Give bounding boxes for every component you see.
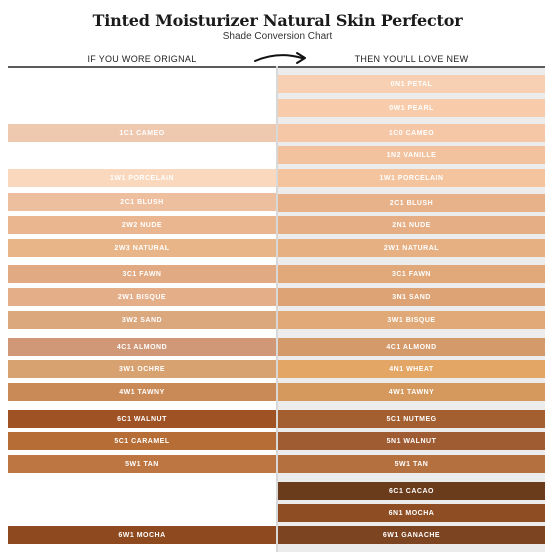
shade-label: 1C0 CAMEO (388, 129, 435, 137)
shade-label: 1N2 VANILLE (386, 151, 437, 159)
original-shade-swatch: 4W1 TAWNY (8, 383, 276, 401)
shade-label: 5C1 NUTMEG (386, 415, 437, 423)
new-shade-swatch: 3N1 SAND (278, 288, 545, 306)
original-shade-swatch: 4C1 ALMOND (8, 338, 276, 356)
original-shades-column: 1C1 CAMEO 1W1 PORCELAIN 2C1 BLUSH 2W2 NUDE 2… (8, 66, 276, 552)
shade-label: 5W1 TAN (125, 460, 159, 468)
shade-label: 6W1 GANACHE (382, 531, 441, 539)
shade-label: 3W1 BISQUE (387, 316, 436, 324)
shade-label: 2W1 NATURAL (383, 244, 440, 252)
shade-label: 2C1 BLUSH (120, 198, 164, 206)
new-shade-swatch: 3W1 BISQUE (278, 311, 545, 329)
shade-label: 5C1 CARAMEL (114, 437, 170, 445)
shade-label: 0W1 PEARL (389, 104, 434, 112)
shade-label: 2W1 BISQUE (117, 293, 167, 301)
original-shade-swatch: 2W3 NATURAL (8, 239, 276, 257)
shade-label: 1C1 CAMEO (119, 129, 165, 137)
shade-label: 2C1 BLUSH (389, 199, 434, 207)
original-shade-swatch: 1W1 PORCELAIN (8, 169, 276, 187)
original-shade-swatch: 3W1 OCHRE (8, 360, 276, 378)
shade-label: 1W1 PORCELAIN (379, 174, 444, 182)
shade-label: 5W1 TAN (394, 460, 429, 468)
new-shade-swatch: 2N1 NUDE (278, 216, 545, 234)
chart-subtitle: Shade Conversion Chart (222, 31, 333, 42)
shade-label: 1W1 PORCELAIN (109, 174, 175, 182)
shade-label: 4W1 TAWNY (119, 388, 165, 396)
new-shade-swatch: 6N1 MOCHA (278, 504, 545, 522)
new-shade-swatch: 1C0 CAMEO (278, 124, 545, 142)
new-shade-swatch: 0W1 PEARL (278, 99, 545, 117)
shade-label: 3W2 SAND (121, 316, 163, 324)
new-shade-swatch: 4W1 TAWNY (278, 383, 545, 401)
original-shade-swatch: 3C1 FAWN (8, 265, 276, 283)
new-shade-swatch: 5N1 WALNUT (278, 432, 545, 450)
original-shade-swatch: 5W1 TAN (8, 455, 276, 473)
shade-label: 0N1 PETAL (390, 80, 433, 88)
new-shade-swatch: 3C1 FAWN (278, 265, 545, 283)
shade-label: 2N1 NUDE (392, 221, 431, 229)
new-column-heading: THEN YOU'LL LOVE NEW (354, 54, 469, 64)
original-shade-swatch: 2W1 BISQUE (8, 288, 276, 306)
shade-label: 6N1 MOCHA (388, 509, 435, 517)
new-shade-swatch: 2W1 NATURAL (278, 239, 545, 257)
new-shade-swatch: 4N1 WHEAT (278, 360, 545, 378)
new-shade-swatch: 6C1 CACAO (278, 482, 545, 500)
original-column-heading: IF YOU WORE ORIGNAL (87, 54, 197, 64)
shade-label: 6C1 CACAO (389, 487, 434, 495)
shade-label: 5N1 WALNUT (386, 437, 437, 445)
shade-label: 3W1 OCHRE (118, 365, 166, 373)
new-shade-swatch: 5W1 TAN (278, 455, 545, 473)
original-shade-swatch: 2W2 NUDE (8, 216, 276, 234)
shade-label: 2W3 NATURAL (114, 244, 170, 252)
original-shade-swatch: 6W1 MOCHA (8, 526, 276, 544)
new-shade-swatch: 4C1 ALMOND (278, 338, 545, 356)
chart-title: Tinted Moisturizer Natural Skin Perfecto… (92, 11, 463, 30)
original-shade-swatch: 6C1 WALNUT (8, 410, 276, 428)
shade-label: 6W1 MOCHA (118, 531, 166, 539)
shade-label: 3N1 SAND (392, 293, 431, 301)
new-shades-column: 0N1 PETAL 0W1 PEARL 1C0 CAMEO 1N2 VANILLE 1W… (278, 66, 545, 552)
new-shade-swatch: 1N2 VANILLE (278, 146, 545, 164)
original-shade-swatch: 3W2 SAND (8, 311, 276, 329)
shade-label: 4C1 ALMOND (116, 343, 168, 351)
shade-label: 4N1 WHEAT (389, 365, 434, 373)
shade-label: 3C1 FAWN (391, 270, 431, 278)
original-shade-swatch: 2C1 BLUSH (8, 193, 276, 211)
new-shade-swatch: 0N1 PETAL (278, 75, 545, 93)
original-shade-swatch: 1C1 CAMEO (8, 124, 276, 142)
new-shade-swatch: 1W1 PORCELAIN (278, 169, 545, 187)
shade-label: 6C1 WALNUT (117, 415, 167, 423)
new-shade-swatch: 2C1 BLUSH (278, 194, 545, 212)
column-divider (276, 66, 278, 552)
new-shade-swatch: 6W1 GANACHE (278, 526, 545, 544)
shade-label: 4W1 TAWNY (388, 388, 435, 396)
shade-label: 4C1 ALMOND (386, 343, 437, 351)
new-shade-swatch: 5C1 NUTMEG (278, 410, 545, 428)
shade-label: 2W2 NUDE (121, 221, 163, 229)
right-arrow-icon (254, 52, 306, 64)
shade-label: 3C1 FAWN (122, 270, 162, 278)
original-shade-swatch: 5C1 CARAMEL (8, 432, 276, 450)
